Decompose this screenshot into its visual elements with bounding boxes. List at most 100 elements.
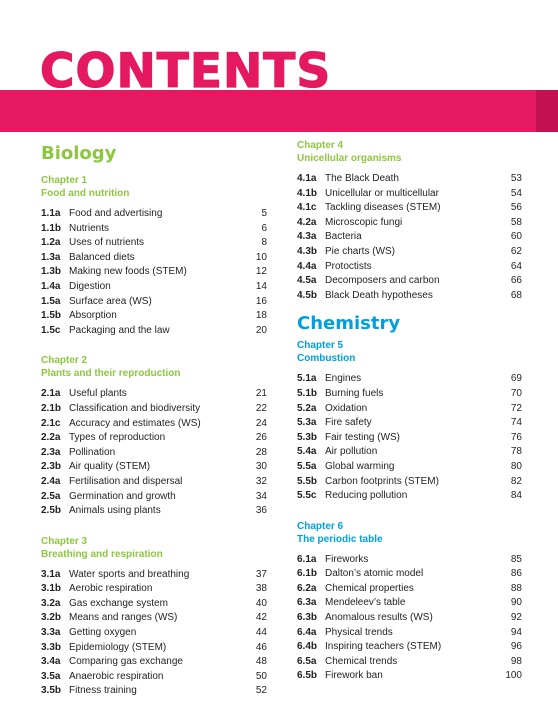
entry-title: Packaging and the law — [69, 324, 170, 336]
entry-page: 58 — [510, 216, 522, 228]
chapter-title: Breathing and respiration — [41, 548, 163, 560]
entry-title: Types of reproduction — [69, 432, 166, 444]
entry-title: Getting oxygen — [69, 627, 137, 639]
entry-page: 85 — [510, 553, 522, 565]
contents-entry: 4.1b Unicellular or multicellular 54 — [297, 187, 522, 202]
entry-page: 90 — [510, 597, 522, 609]
entry-title: Engines — [325, 373, 362, 385]
entry-page: 18 — [255, 310, 267, 322]
chapter-title: Unicellular organisms — [297, 153, 402, 164]
entry-code: 3.5b — [41, 685, 62, 697]
chapter-number: Chapter 6 — [297, 520, 344, 532]
contents-entry: 5.5c Reducing pollution 84 — [297, 489, 522, 504]
entry-title: Balanced diets — [69, 251, 135, 263]
entry-page: 54 — [510, 187, 522, 199]
contents-entry: 5.4a Air pollution 78 — [297, 445, 522, 460]
entry-page: 46 — [255, 641, 267, 653]
contents-entry: 1.1b Nutrients 6 — [41, 222, 267, 237]
entry-code: 4.2a — [297, 216, 317, 228]
entry-code: 5.5a — [297, 460, 317, 472]
entry-code: 1.5b — [41, 310, 62, 322]
entry-title: Global warming — [325, 460, 395, 472]
entry-code: 3.3a — [41, 627, 61, 639]
contents-entry: 5.3a Fire safety 74 — [297, 416, 522, 431]
contents-entry: 2.4a Fertilisation and dispersal 32 — [41, 475, 267, 490]
entry-page: 21 — [255, 388, 267, 400]
subject-heading-biology: Biology — [41, 143, 117, 164]
entry-code: 2.1c — [41, 417, 61, 429]
contents-entry: 6.5b Firework ban 100 — [297, 669, 522, 684]
contents-entry: 5.2a Oxidation 72 — [297, 402, 522, 417]
entry-page: 14 — [255, 280, 267, 292]
entry-code: 5.3a — [297, 417, 317, 429]
entry-page: 86 — [510, 568, 522, 580]
entry-code: 5.1a — [297, 373, 317, 385]
entry-page: 26 — [255, 432, 267, 444]
entry-page: 82 — [510, 475, 522, 487]
entry-title: Burning fuels — [325, 387, 384, 399]
contents-entry: 5.5b Carbon footprints (STEM) 82 — [297, 475, 522, 490]
chapter-title: Combustion — [297, 353, 356, 365]
contents-column-left: Biology Chapter 1 Food and nutrition 1.1… — [41, 145, 267, 699]
entry-code: 3.2b — [41, 612, 62, 624]
contents-entry: 4.1a The Black Death 53 — [297, 172, 522, 187]
entry-title: Tackling diseases (STEM) — [325, 202, 441, 214]
entry-page: 5 — [261, 208, 267, 219]
entry-code: 4.3a — [297, 231, 317, 243]
chapter-title: Plants and their reproduction — [41, 368, 181, 380]
contents-entry: 4.5a Decomposers and carbon 66 — [297, 274, 522, 289]
entry-code: 1.5a — [41, 295, 61, 307]
entry-page: 12 — [255, 266, 267, 278]
entry-list: 1.1a Food and advertising 5 1.1b Nutrients 6 1… — [41, 207, 267, 338]
entry-code: 5.4a — [297, 446, 317, 458]
entry-page: 70 — [510, 387, 522, 399]
entry-page: 22 — [255, 402, 267, 414]
entry-title: Animals using plants — [69, 505, 161, 517]
entry-code: 6.3a — [297, 597, 317, 609]
contents-entry: 1.3a Balanced diets 10 — [41, 251, 267, 266]
contents-entry: 6.1a Fireworks 85 — [297, 553, 522, 568]
entry-title: Decomposers and carbon — [325, 275, 440, 287]
entry-code: 3.1a — [41, 568, 61, 580]
entry-title: Gas exchange system — [69, 597, 168, 609]
entry-page: 80 — [510, 460, 522, 472]
contents-entry: 6.1b Dalton’s atomic model 86 — [297, 567, 522, 582]
entry-title: Chemical trends — [325, 655, 398, 667]
entry-page: 8 — [261, 237, 267, 249]
contents-entry: 2.1c Accuracy and estimates (WS) 24 — [41, 417, 267, 432]
entry-page: 38 — [255, 583, 267, 595]
entry-code: 3.5a — [41, 670, 61, 682]
contents-entry: 3.4a Comparing gas exchange 48 — [41, 655, 267, 670]
entry-title: Carbon footprints (STEM) — [325, 475, 439, 487]
entry-title: Absorption — [69, 310, 117, 322]
contents-entry: 3.1b Aerobic respiration 38 — [41, 582, 267, 597]
entry-code: 6.1a — [297, 553, 317, 565]
entry-title: Firework ban — [325, 670, 383, 682]
entry-code: 4.5a — [297, 275, 317, 287]
entry-code: 4.5b — [297, 289, 318, 301]
chapter-number: Chapter 1 — [41, 175, 88, 186]
contents-entry: 4.1c Tackling diseases (STEM) 56 — [297, 201, 522, 216]
entry-code: 6.5a — [297, 655, 317, 667]
entry-page: 42 — [255, 612, 267, 624]
contents-entry: 1.4a Digestion 14 — [41, 280, 267, 295]
chapter-block-1: Chapter 1 Food and nutrition 1.1a Food an… — [41, 174, 267, 338]
chemistry-section: Chemistry Chapter 5 Combustion 5.1a Engin… — [297, 315, 522, 684]
chapter-block-3: Chapter 3 Breathing and respiration 3.1a… — [41, 535, 267, 699]
entry-title: Accuracy and estimates (WS) — [69, 417, 201, 429]
entry-title: Uses of nutrients — [69, 237, 145, 249]
entry-page: 50 — [255, 670, 267, 682]
contents-entry: 3.3b Epidemiology (STEM) 46 — [41, 641, 267, 656]
entry-page: 34 — [255, 490, 267, 502]
contents-entry: 3.2a Gas exchange system 40 — [41, 597, 267, 612]
entry-code: 4.3b — [297, 245, 318, 257]
entry-code: 3.2a — [41, 597, 61, 609]
entry-page: 88 — [510, 582, 522, 594]
entry-page: 36 — [255, 505, 267, 517]
contents-entry: 6.5a Chemical trends 98 — [297, 655, 522, 670]
entry-code: 6.1b — [297, 568, 318, 580]
chapter-number: Chapter 3 — [41, 535, 88, 547]
entry-title: Fair testing (WS) — [325, 431, 401, 443]
entry-title: Digestion — [69, 280, 111, 292]
entry-title: Air quality (STEM) — [69, 461, 151, 473]
